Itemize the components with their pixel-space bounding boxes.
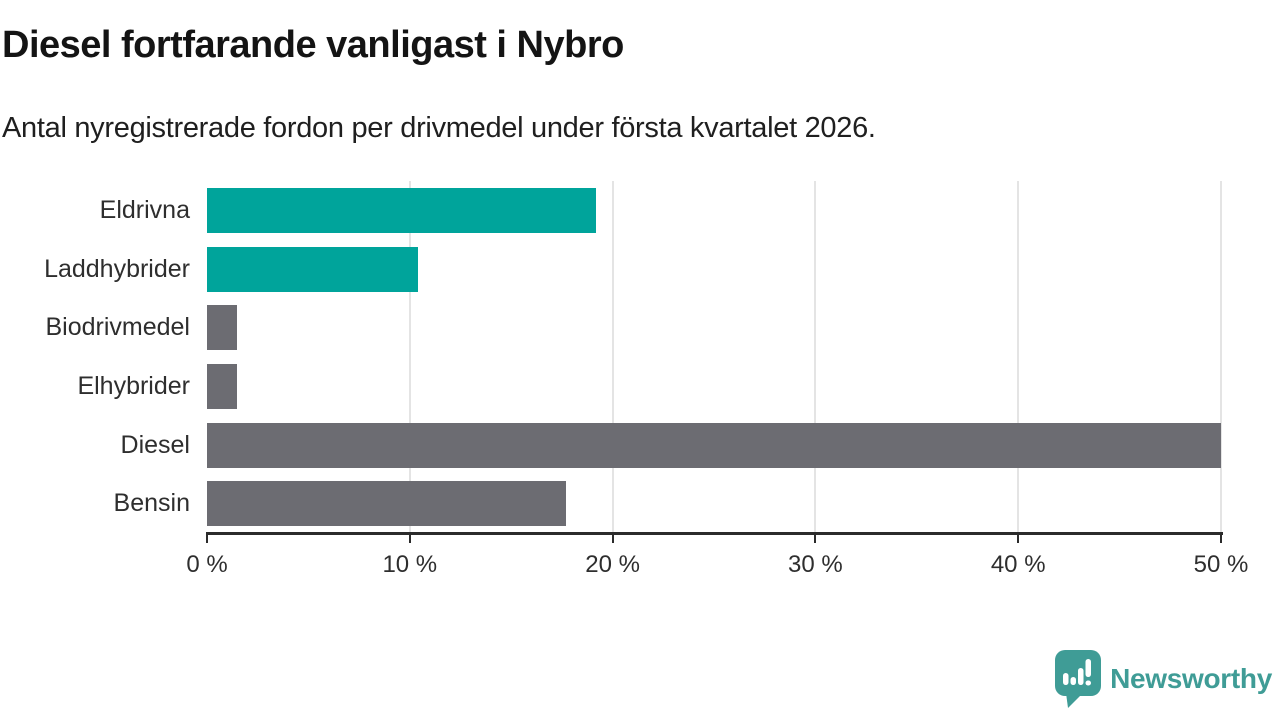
x-axis-tick-label-50: 50 %: [1193, 551, 1249, 578]
newsworthy-logo-text: Newsworthy: [1110, 663, 1272, 694]
x-axis-tick-20: [611, 535, 614, 543]
bar-eldrivna: [207, 187, 597, 233]
x-axis-tick-label-40: 40 %: [990, 551, 1046, 578]
x-axis-tick-50: [1220, 535, 1222, 543]
gridline-10: [408, 181, 411, 533]
newsworthy-logo-icon: [1055, 650, 1102, 708]
x-axis-tick-30: [814, 535, 817, 543]
bar-diesel: [207, 422, 1221, 468]
category-label-eldrivna: Eldrivna: [99, 196, 190, 224]
chart-subtitle: Antal nyregistrerade fordon per drivmede…: [2, 112, 876, 144]
gridline-30: [814, 181, 817, 533]
gridline-50: [1220, 181, 1222, 533]
bar-biodrivmedel: [207, 305, 238, 351]
x-axis-tick-10: [408, 535, 411, 543]
x-axis-tick-0: [206, 535, 208, 543]
category-label-bensin: Bensin: [113, 489, 190, 518]
bar-laddhybrider: [207, 246, 418, 292]
category-label-diesel: Diesel: [120, 430, 190, 459]
bar-elhybrider: [207, 363, 238, 409]
plot-area: [207, 181, 1222, 533]
category-label-biodrivmedel: Biodrivmedel: [45, 313, 190, 342]
x-axis-tick-40: [1017, 535, 1020, 543]
x-axis-line: [206, 532, 1223, 535]
x-axis-tick-label-0: 0 %: [186, 551, 228, 578]
x-axis-tick-label-10: 10 %: [382, 551, 438, 578]
bar-bensin: [207, 481, 566, 527]
category-label-elhybrider: Elhybrider: [77, 372, 190, 400]
gridline-20: [611, 181, 614, 533]
chart-title: Diesel fortfarande vanligast i Nybro: [2, 24, 624, 66]
gridline-40: [1017, 181, 1020, 533]
footer-branding: Newsworthy: [1055, 650, 1272, 708]
category-label-laddhybrider: Laddhybrider: [44, 254, 190, 283]
x-axis-tick-label-20: 20 %: [585, 551, 640, 578]
x-axis-tick-label-30: 30 %: [788, 551, 843, 578]
